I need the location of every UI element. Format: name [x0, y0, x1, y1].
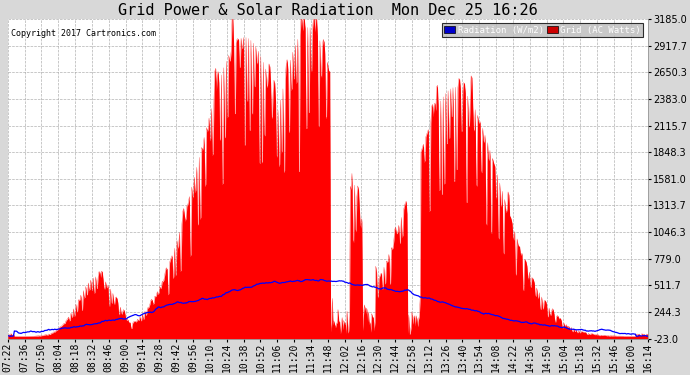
Text: Copyright 2017 Cartronics.com: Copyright 2017 Cartronics.com [11, 28, 156, 38]
Title: Grid Power & Solar Radiation  Mon Dec 25 16:26: Grid Power & Solar Radiation Mon Dec 25 … [118, 3, 538, 18]
Legend: Radiation (W/m2), Grid (AC Watts): Radiation (W/m2), Grid (AC Watts) [442, 24, 643, 37]
